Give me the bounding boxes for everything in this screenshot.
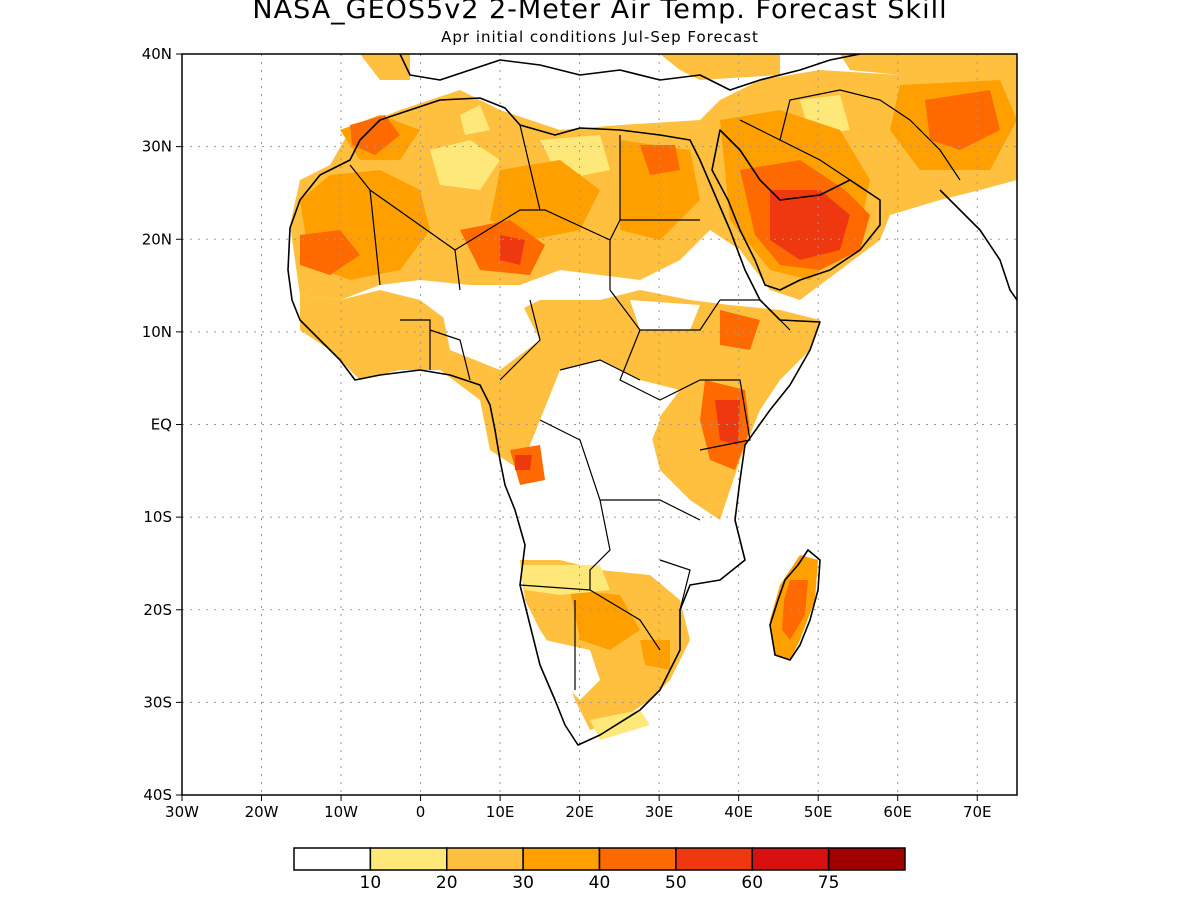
lat-axis-labels: 40N 30N 20N 10N EQ 10S 20S 30S 40S (142, 45, 182, 804)
colorbar-swatch (675, 847, 753, 871)
lon-tick-label: 30E (645, 803, 674, 821)
skill-region-upper-south (520, 565, 650, 740)
skill-region-madagascar-high (782, 580, 808, 640)
colorbar-label: 40 (589, 873, 611, 893)
lon-tick-label: 70E (963, 803, 992, 821)
chart-title: NASA_GEOS5v2 2-Meter Air Temp. Forecast … (252, 0, 948, 25)
lat-tick-label: EQ (151, 416, 172, 434)
lat-tick-label: 40S (143, 786, 172, 804)
colorbar-label: 50 (665, 873, 687, 893)
colorbar-swatch (827, 847, 906, 871)
lon-tick-label: 0 (416, 803, 426, 821)
country-borders (349, 89, 961, 690)
mediterranean-north-coast (399, 54, 861, 91)
arabia-coastline (711, 129, 881, 291)
lon-tick-label: 40E (724, 803, 753, 821)
lat-tick-label: 30S (143, 693, 172, 711)
lat-tick-label: 10S (143, 508, 172, 526)
skill-region-top-1 (500, 190, 850, 265)
colorbar-swatch (293, 847, 372, 871)
skill-region-europe (360, 54, 1017, 80)
lon-tick-label: 50E (804, 803, 833, 821)
colorbar-label: 30 (512, 873, 534, 893)
lat-tick-label: 20N (142, 230, 172, 248)
skill-region-south-mid (570, 590, 670, 670)
skill-region-south-white (545, 640, 600, 700)
colorbar-swatch (369, 847, 448, 871)
lat-tick-label: 30N (142, 138, 172, 156)
colorbar-swatch (522, 847, 601, 871)
map-grid (182, 54, 1017, 795)
colorbar-swatch (751, 847, 830, 871)
colorbar-label: 10 (360, 873, 382, 893)
lat-tick-label: 10N (142, 323, 172, 341)
skill-region-east-high (510, 310, 760, 485)
colorbar-swatch (446, 847, 524, 871)
lat-tick-label: 20S (143, 601, 172, 619)
lon-tick-label: 10W (324, 803, 358, 821)
lon-tick-label: 20E (565, 803, 594, 821)
colorbar-label: 60 (741, 873, 763, 893)
colorbar-label: 75 (818, 873, 840, 893)
lon-tick-label: 60E (883, 803, 912, 821)
africa-coastline (287, 97, 821, 746)
lon-tick-label: 30W (165, 803, 199, 821)
skill-region-east-top (515, 400, 740, 470)
coastlines (287, 54, 1017, 746)
india-coastline (939, 189, 1017, 301)
colorbar-label: 20 (436, 873, 458, 893)
colorbar: 10 20 30 40 50 60 75 (293, 847, 906, 893)
skill-region-sahel-white-1 (440, 300, 700, 490)
lon-tick-label: 10E (486, 803, 515, 821)
lon-tick-label: 20W (245, 803, 279, 821)
madagascar-coastline (769, 549, 821, 661)
lat-tick-label: 40N (142, 45, 172, 63)
colorbar-swatch (598, 847, 677, 871)
chart-subtitle: Apr initial conditions Jul-Sep Forecast (441, 28, 759, 46)
lon-axis-labels: 30W 20W 10W 0 10E 20E 30E 40E 50E 60E 70E (165, 795, 992, 821)
skill-region-low-1 (430, 95, 850, 190)
